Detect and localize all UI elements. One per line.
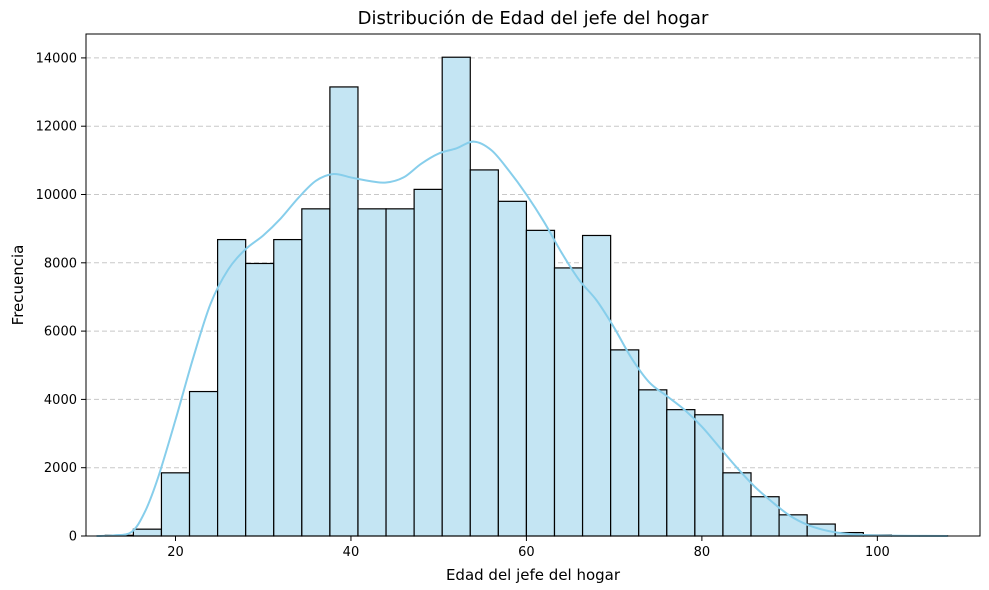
y-tick-label-14000: 14000: [36, 51, 77, 66]
plot-frame: [85, 33, 981, 537]
bar-2: [160, 472, 191, 537]
bar-11: [413, 188, 443, 537]
bar-13: [469, 169, 499, 537]
y-tick-label-10000: 10000: [36, 188, 77, 203]
x-tick-label-60: 60: [518, 545, 535, 560]
x-tick-label-80: 80: [694, 545, 711, 560]
y-tick-label-12000: 12000: [36, 120, 77, 135]
y-tick-label-2000: 2000: [44, 461, 77, 476]
x-tick-label-100: 100: [865, 545, 890, 560]
bar-18: [610, 349, 640, 537]
bar-15: [525, 229, 556, 537]
y-tick-label-0: 0: [69, 530, 77, 545]
bar-3: [188, 390, 219, 537]
bar-16: [553, 267, 584, 537]
bar-21: [694, 414, 724, 537]
bar-8: [329, 86, 359, 537]
bar-17: [581, 234, 612, 537]
bar-12: [441, 56, 471, 537]
bar-6: [273, 238, 303, 537]
bar-7: [301, 208, 331, 537]
bar-20: [666, 409, 696, 537]
bar-9: [357, 208, 387, 537]
y-axis-title: Frecuencia: [9, 245, 27, 326]
y-axis-ticks: 0 2000 4000 6000 8000 10000 12000 14000: [36, 51, 86, 545]
bar-22: [722, 472, 752, 537]
bar-23: [750, 496, 780, 537]
y-tick-label-8000: 8000: [44, 256, 77, 271]
bar-4: [216, 238, 247, 537]
histogram-bars: [104, 56, 949, 537]
kde-density-line: [96, 140, 948, 537]
bar-10: [385, 208, 415, 537]
x-tick-label-20: 20: [167, 545, 184, 560]
bar-19: [638, 389, 668, 537]
y-tick-label-6000: 6000: [44, 325, 77, 340]
chart-title: Distribución de Edad del jefe del hogar: [358, 8, 709, 29]
x-tick-label-40: 40: [343, 545, 360, 560]
y-tick-label-4000: 4000: [44, 393, 77, 408]
bar-5: [245, 262, 275, 537]
bar-14: [497, 200, 528, 537]
x-axis-ticks: 20 40 60 80 100: [167, 536, 890, 560]
bar-1: [132, 528, 163, 537]
x-axis-title: Edad del jefe del hogar: [446, 566, 621, 584]
